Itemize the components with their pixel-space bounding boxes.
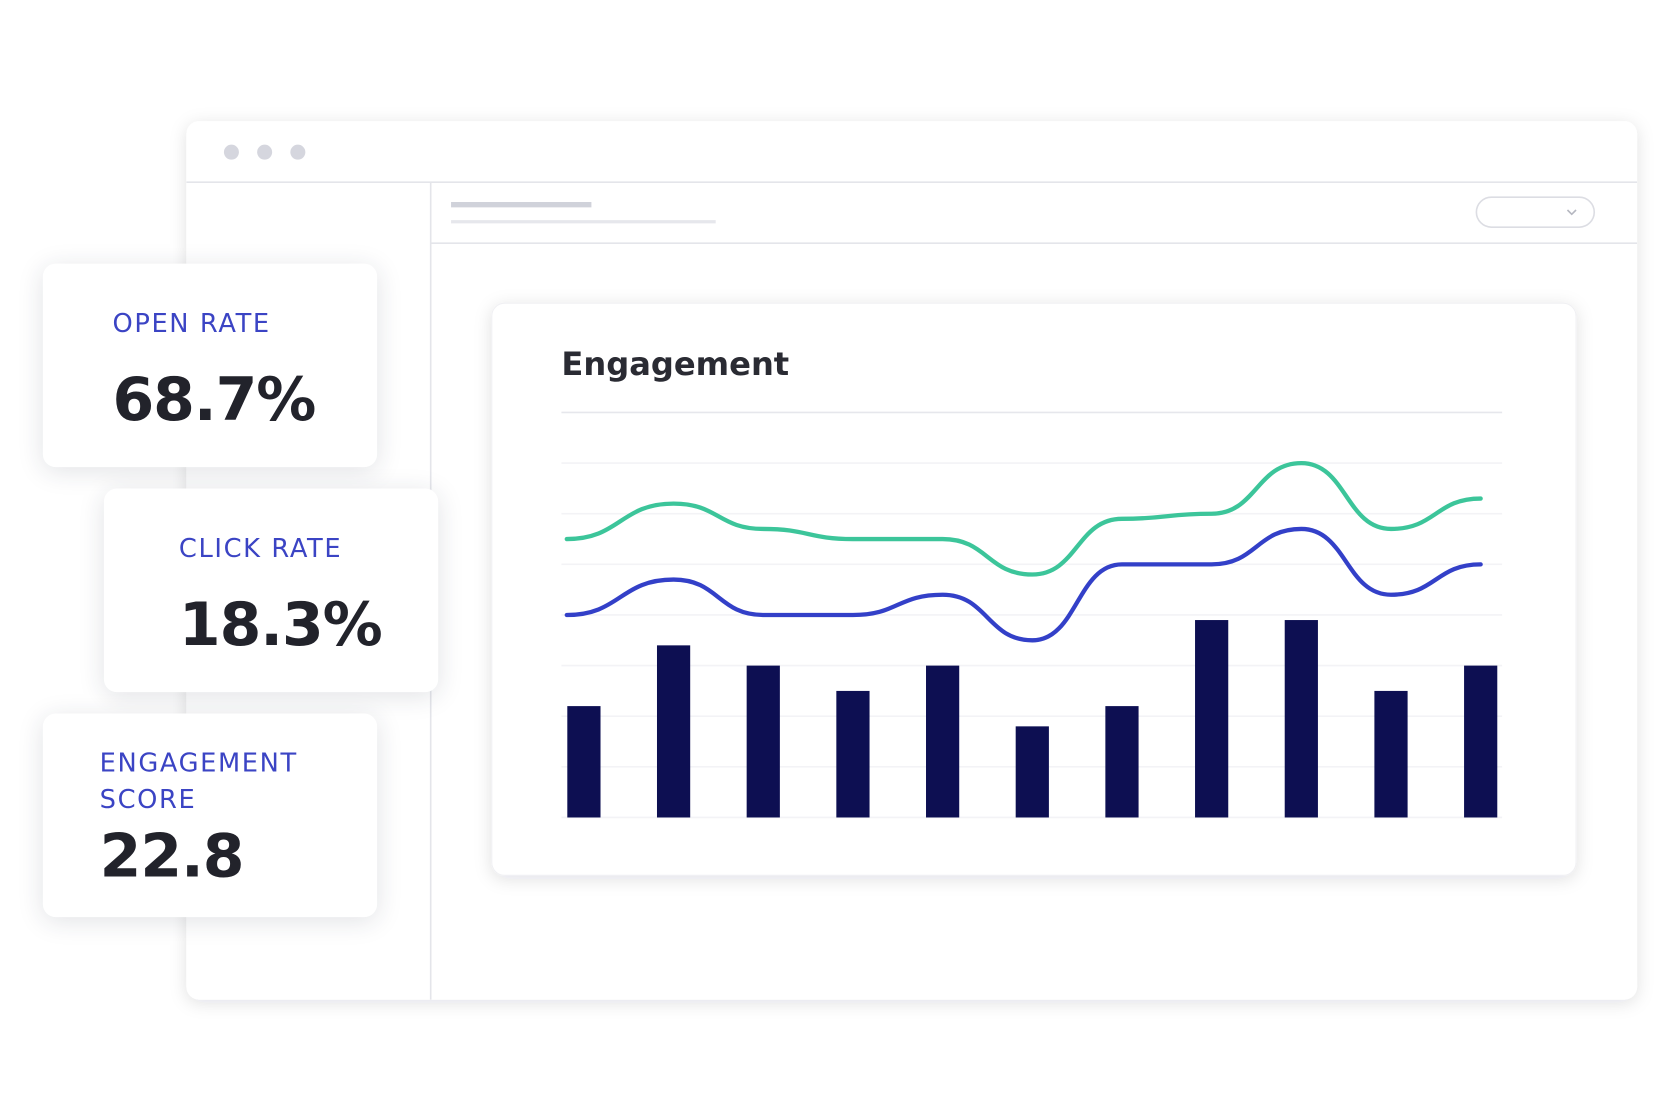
- metric-card: ENGAGEMENT SCORE 22.8: [42, 713, 378, 918]
- metric-value: 68.7%: [112, 365, 316, 435]
- metric-label: ENGAGEMENT SCORE: [99, 747, 298, 815]
- bar: [1195, 620, 1229, 818]
- metric-card: CLICK RATE 18.3%: [103, 488, 439, 693]
- bar: [926, 665, 960, 818]
- bar: [1015, 726, 1049, 818]
- metric-value: 18.3%: [178, 590, 383, 660]
- chart-title: Engagement: [561, 345, 789, 383]
- metric-label: OPEN RATE: [112, 308, 271, 339]
- window-dot: [290, 144, 306, 160]
- line-series: [564, 526, 1483, 643]
- bar: [746, 665, 780, 818]
- dropdown[interactable]: [1475, 196, 1596, 228]
- window-dot: [223, 144, 239, 160]
- bar: [836, 690, 870, 818]
- dropdown-chevron: [1566, 209, 1577, 216]
- bar: [1284, 620, 1318, 818]
- bar: [1464, 665, 1498, 818]
- metric-card: OPEN RATE 68.7%: [42, 263, 378, 468]
- metric-value: 22.8: [99, 821, 245, 892]
- window-dot: [257, 144, 273, 160]
- metric-label: CLICK RATE: [178, 533, 343, 564]
- line-series: [564, 460, 1483, 577]
- bar: [1374, 690, 1408, 818]
- bar: [567, 706, 601, 818]
- bar: [656, 645, 691, 818]
- bar: [1105, 706, 1139, 818]
- plot: [561, 411, 1503, 819]
